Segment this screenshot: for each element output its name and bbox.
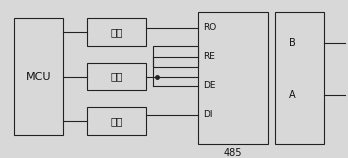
Bar xyxy=(198,12,268,144)
Text: DI: DI xyxy=(204,110,213,119)
Bar xyxy=(275,12,324,144)
Bar xyxy=(87,18,146,46)
Text: B: B xyxy=(288,38,295,48)
Text: RE: RE xyxy=(204,52,215,61)
Text: 光耦: 光耦 xyxy=(110,116,123,126)
Bar xyxy=(87,107,146,135)
Text: 485: 485 xyxy=(224,148,243,158)
Text: MCU: MCU xyxy=(25,72,51,82)
Text: RO: RO xyxy=(204,23,217,32)
Text: 光耦: 光耦 xyxy=(110,27,123,37)
Text: 光耦: 光耦 xyxy=(110,72,123,82)
Text: DE: DE xyxy=(204,81,216,90)
Bar xyxy=(14,18,63,135)
Bar xyxy=(87,63,146,90)
Bar xyxy=(153,46,198,67)
Text: A: A xyxy=(288,90,295,100)
